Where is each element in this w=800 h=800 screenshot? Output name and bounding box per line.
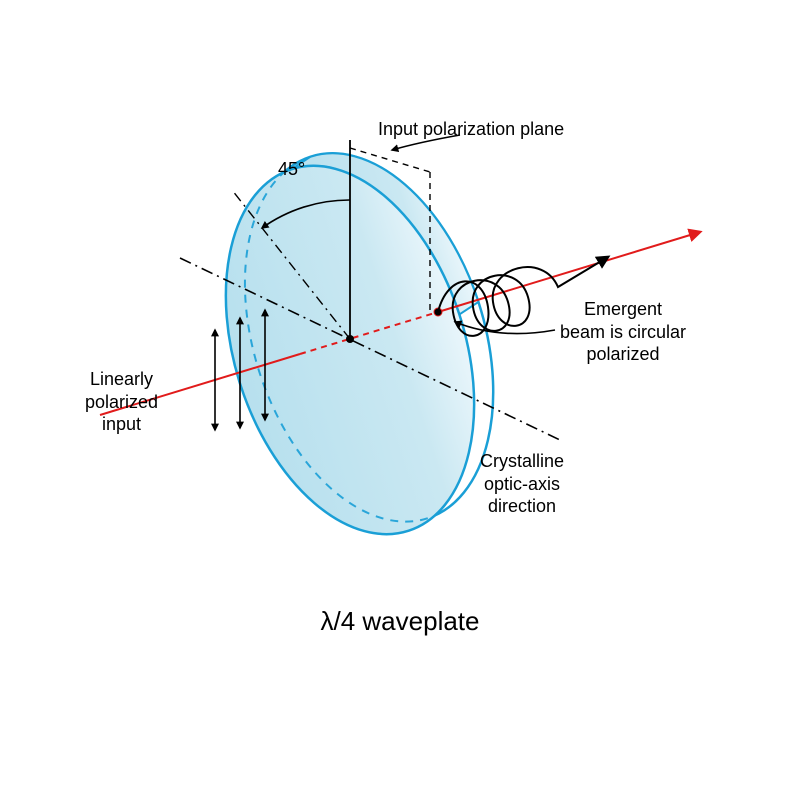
diagram-title: λ/4 waveplate xyxy=(0,605,800,638)
emergent-label: Emergent beam is circular polarized xyxy=(560,298,686,366)
input-plane-label: Input polarization plane xyxy=(378,118,564,141)
linearly-polarized-label: Linearly polarized input xyxy=(85,368,158,436)
optic-axis-label: Crystalline optic-axis direction xyxy=(480,450,564,518)
angle-label: 45° xyxy=(278,158,305,181)
